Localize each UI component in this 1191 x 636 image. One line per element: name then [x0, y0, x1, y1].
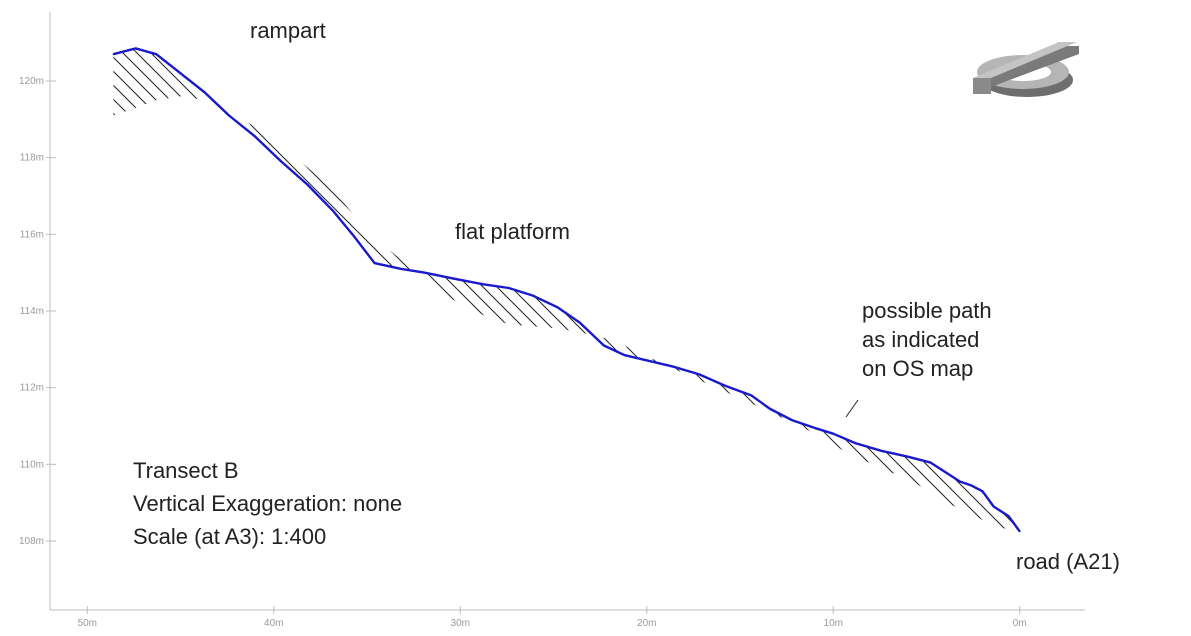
north-arrow-3d-icon	[973, 42, 1079, 97]
profile-point	[981, 490, 984, 492]
profile-point	[769, 407, 771, 410]
y-tick-label: 114m	[20, 306, 44, 317]
profile-point	[373, 262, 376, 264]
profile-point	[203, 91, 206, 94]
hatched-ground-area	[113, 48, 1020, 532]
profile-point	[306, 183, 309, 186]
profile-point	[907, 455, 909, 458]
y-tick-label: 118m	[20, 153, 44, 164]
annotation-pointer-line	[845, 399, 859, 418]
profile-point	[578, 321, 581, 324]
profile-point	[353, 235, 355, 238]
profile-point	[832, 432, 835, 435]
profile-point	[481, 283, 484, 285]
y-tick-label: 108m	[19, 536, 44, 547]
profile-points	[112, 47, 1021, 533]
profile-point	[134, 47, 137, 50]
profile-point	[672, 365, 674, 368]
info-vertical-exaggeration: Vertical Exaggeration: none	[133, 491, 402, 516]
profile-point	[228, 114, 230, 117]
annotation-possible-path-line: on OS map	[862, 356, 973, 381]
profile-point	[280, 160, 283, 163]
profile-point	[1007, 515, 1010, 517]
profile-point	[179, 72, 182, 75]
annotation-possible-path: possible path as indicated on OS map	[862, 298, 998, 381]
x-tick-label: 20m	[637, 618, 656, 629]
y-tick-label: 110m	[20, 459, 44, 470]
profile-point	[399, 268, 402, 270]
annotation-rampart: rampart	[250, 18, 326, 43]
profile-point	[944, 471, 946, 473]
x-tick-label: 50m	[78, 618, 97, 629]
x-tick-label: 0m	[1013, 618, 1027, 629]
profile-point	[854, 442, 857, 445]
series-line-profile	[113, 47, 1021, 533]
profile-point	[155, 53, 158, 55]
x-ticks: 50m 40m 30m 20m 10m 0m	[78, 606, 1027, 629]
profile-point	[112, 53, 115, 55]
annotation-flat-platform: flat platform	[455, 219, 570, 244]
info-scale: Scale (at A3): 1:400	[133, 524, 326, 549]
annotation-possible-path-line: possible path	[862, 298, 992, 323]
y-ticks: 108m 110m 112m 114m 116m 118m 120m	[19, 76, 56, 547]
profile-point	[970, 484, 973, 487]
x-tick-label: 40m	[264, 618, 283, 629]
profile-point	[254, 135, 256, 138]
profile-point	[647, 360, 650, 362]
x-tick-label: 30m	[451, 618, 470, 629]
profile-point	[724, 384, 726, 387]
x-tick-label: 10m	[824, 618, 843, 629]
profile-point	[813, 427, 816, 429]
profile-point	[603, 344, 605, 347]
annotation-possible-path-line: as indicated	[862, 327, 979, 352]
profile-point	[929, 461, 932, 464]
profile-point	[452, 277, 454, 280]
profile-point	[992, 505, 995, 508]
profile-point	[556, 306, 559, 308]
profile-point	[507, 287, 510, 289]
profile-point	[698, 373, 700, 376]
annotation-road: road (A21)	[1016, 549, 1120, 574]
profile-point	[532, 294, 534, 297]
info-transect-name: Transect B	[133, 458, 239, 483]
profile-point	[959, 480, 961, 483]
y-tick-label: 120m	[19, 76, 44, 87]
y-tick-label: 116m	[20, 229, 44, 240]
profile-point	[750, 394, 752, 397]
profile-point	[332, 210, 335, 213]
profile-point	[880, 450, 883, 452]
profile-point	[424, 271, 426, 274]
profile-point	[623, 354, 626, 356]
y-tick-label: 112m	[20, 383, 44, 394]
profile-point	[791, 419, 794, 422]
profile-point	[1018, 530, 1021, 533]
